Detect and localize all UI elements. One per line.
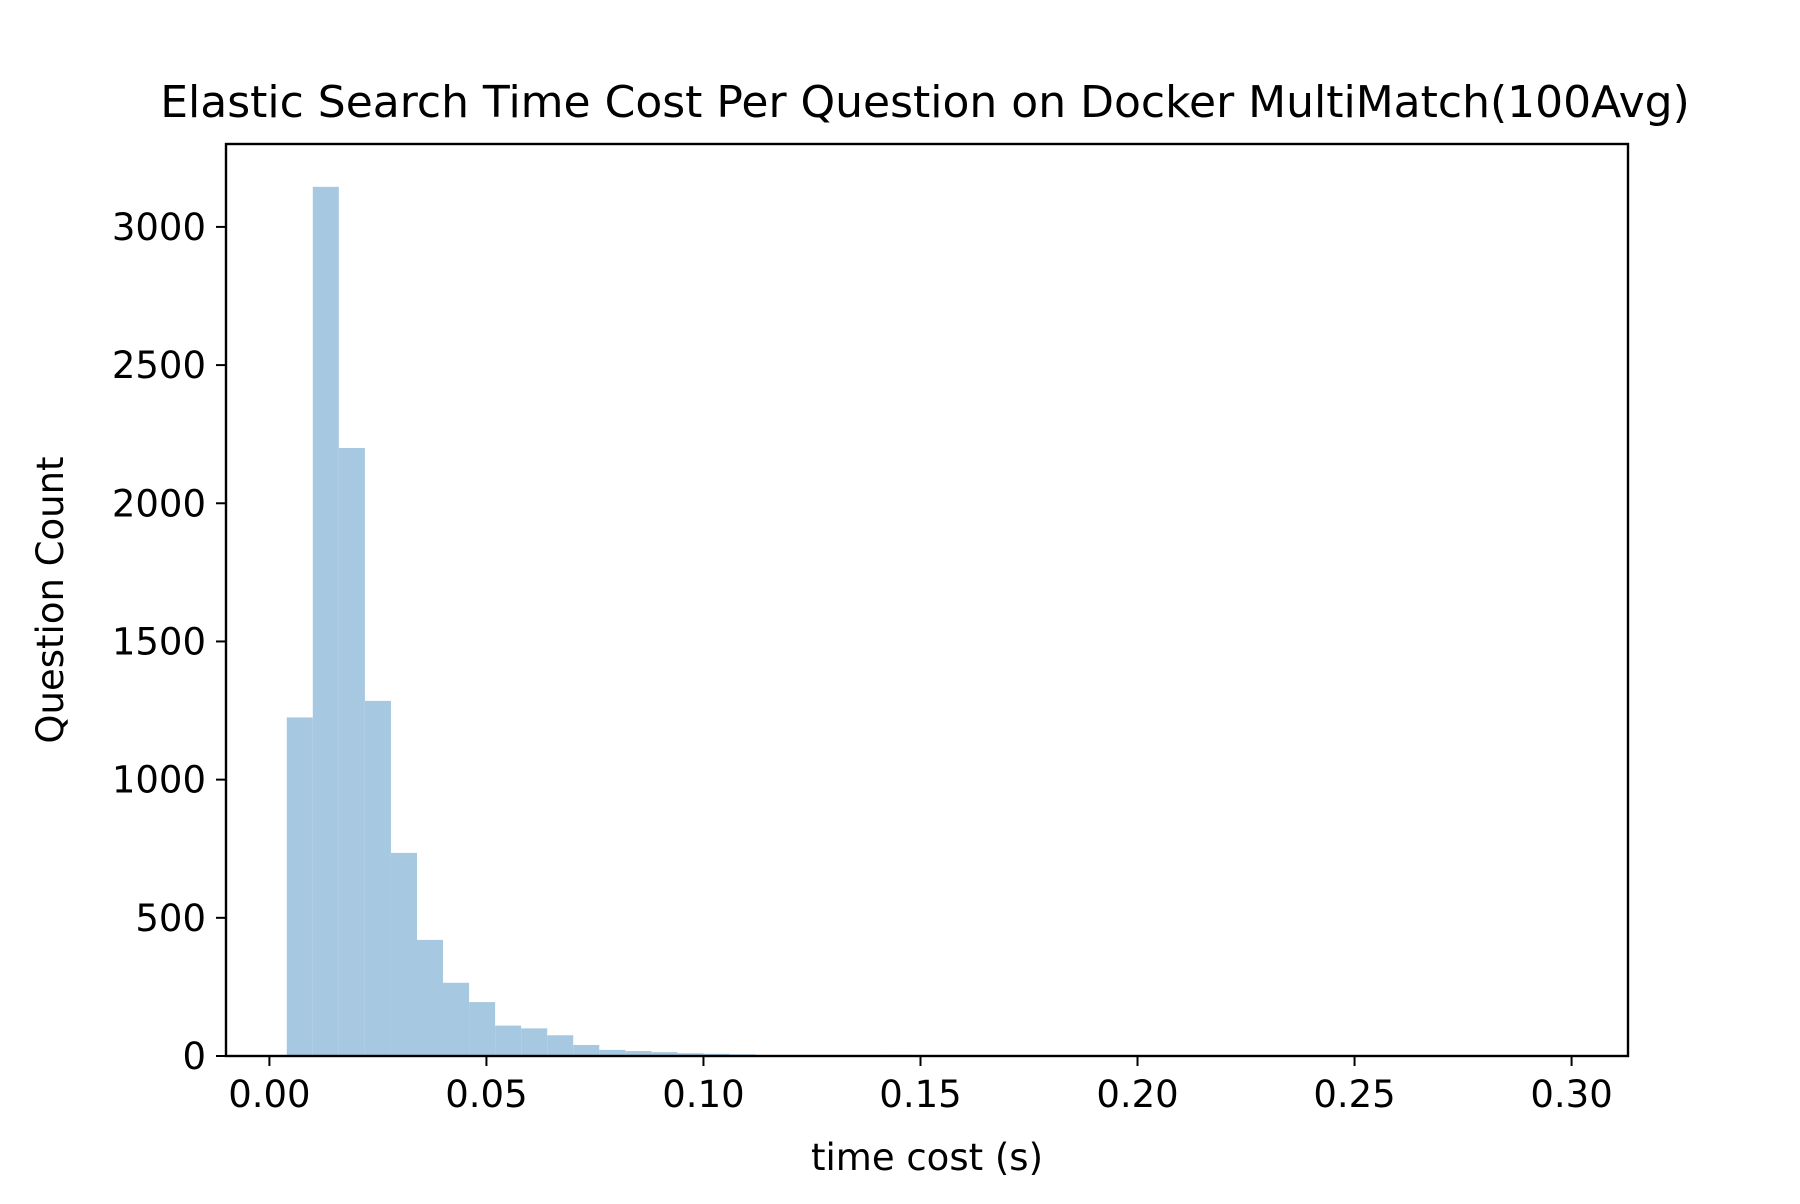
x-tick-label-2: 0.10 (662, 1073, 744, 1116)
histogram-bar-5 (417, 940, 443, 1056)
y-tick-label-4: 2000 (112, 482, 206, 525)
chart-title: Elastic Search Time Cost Per Question on… (160, 77, 1690, 128)
x-tick-label-0: 0.00 (228, 1073, 310, 1116)
histogram-bar-3 (365, 701, 391, 1056)
histogram-bar-7 (469, 1002, 495, 1056)
histogram-bar-9 (521, 1028, 547, 1056)
y-axis-label: Question Count (29, 456, 72, 743)
x-tick-label-6: 0.30 (1530, 1073, 1612, 1116)
histogram-bar-11 (573, 1045, 599, 1056)
histogram-bar-0 (287, 717, 313, 1056)
histogram-bar-4 (391, 853, 417, 1056)
x-tick-label-1: 0.05 (445, 1073, 527, 1116)
y-tick-label-0: 0 (182, 1035, 206, 1078)
histogram-bar-8 (495, 1026, 521, 1056)
x-axis-label: time cost (s) (811, 1136, 1043, 1179)
histogram-bar-1 (313, 187, 339, 1056)
bars-layer (287, 187, 1016, 1056)
x-tick-label-4: 0.20 (1096, 1073, 1178, 1116)
x-tick-label-3: 0.15 (879, 1073, 961, 1116)
x-axis-ticks: 0.00 0.05 0.10 0.15 0.20 0.25 0.30 (228, 1056, 1613, 1116)
y-tick-label-3: 1500 (112, 620, 206, 663)
x-tick-label-5: 0.25 (1313, 1073, 1395, 1116)
y-tick-label-1: 500 (135, 897, 206, 940)
histogram-bar-2 (339, 448, 365, 1056)
y-tick-label-6: 3000 (112, 206, 206, 249)
y-tick-label-2: 1000 (112, 759, 206, 802)
histogram-bar-6 (443, 983, 469, 1056)
plot-frame (226, 144, 1628, 1056)
y-axis-ticks: 0 500 1000 1500 2000 2500 3000 (112, 206, 226, 1078)
y-tick-label-5: 2500 (112, 344, 206, 387)
histogram-bar-10 (547, 1035, 573, 1056)
